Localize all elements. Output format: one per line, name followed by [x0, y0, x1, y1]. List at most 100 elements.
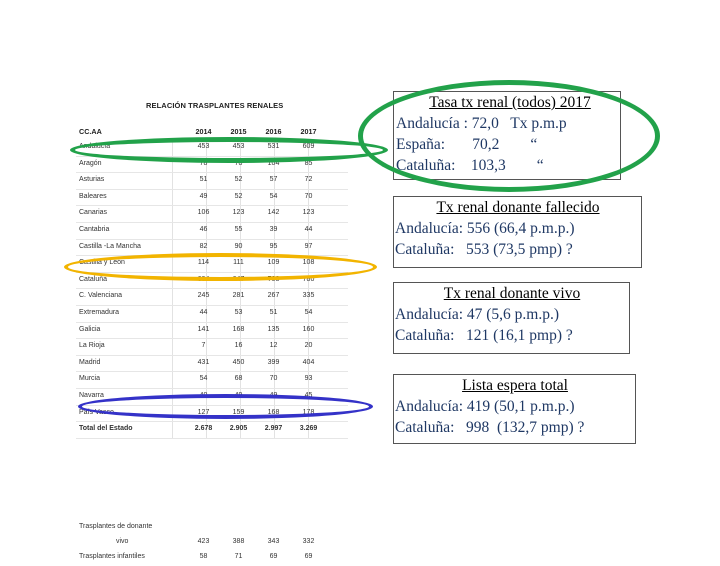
table-cell: 281	[232, 292, 245, 300]
column-divider	[240, 206, 241, 222]
column-divider	[308, 189, 309, 206]
footer-row: Trasplantes de donante	[76, 521, 348, 536]
column-divider	[172, 355, 173, 372]
footer-cell: 332	[302, 538, 315, 545]
table-cell: 52	[234, 192, 243, 200]
column-divider	[240, 222, 241, 239]
column-divider	[274, 422, 275, 438]
table-cell: 12	[269, 342, 278, 350]
blue-highlight-ellipse-total	[78, 394, 373, 419]
table-cell: 431	[197, 358, 210, 366]
column-divider	[206, 239, 207, 256]
footer-cell: 423	[197, 538, 210, 545]
table-cell: 16	[234, 342, 243, 350]
table-row: Canarias 106 123 142 123	[76, 206, 348, 223]
table-cell: 82	[199, 242, 208, 250]
column-divider	[172, 305, 173, 322]
table-cell: 70	[269, 375, 278, 383]
table-row: Aragón 78 78 104 85	[76, 156, 348, 174]
table-cell: 85	[304, 159, 313, 167]
info-box-lista-espera: Lista espera total Andalucía: 419 (50,1 …	[393, 374, 636, 444]
footer-cell: 71	[234, 553, 243, 560]
column-divider	[240, 239, 241, 256]
column-divider	[308, 156, 309, 173]
table-cell: 142	[267, 209, 280, 217]
info-box-line: Andalucía: 47 (5,6 p.m.p.)	[395, 306, 560, 323]
table-cell: 245	[197, 292, 210, 300]
region-name: Cantabria	[79, 225, 110, 233]
table-cell: 168	[232, 325, 245, 333]
column-divider	[274, 272, 275, 289]
column-divider	[240, 422, 241, 438]
table-row: Galicia 141 168 135 160	[76, 322, 348, 340]
footer-label: vivo	[116, 538, 129, 545]
table-cell: 106	[197, 209, 210, 217]
table-cell: 39	[269, 225, 278, 233]
footer-cell: 69	[269, 553, 278, 560]
region-name: Galicia	[79, 325, 101, 333]
column-divider	[240, 339, 241, 355]
column-divider	[240, 189, 241, 206]
table-cell: 55	[234, 225, 243, 233]
column-divider	[206, 173, 207, 189]
footer-label: Trasplantes infantiles	[79, 553, 145, 560]
table-cell: 335	[302, 292, 315, 300]
table-cell: 450	[232, 358, 245, 366]
info-box-line: Andalucía: 556 (66,4 p.m.p.)	[395, 220, 575, 237]
column-header-2015: 2015	[230, 127, 247, 136]
table-cell: 68	[234, 375, 243, 383]
info-box-heading: Lista espera total	[462, 377, 568, 394]
column-divider	[172, 289, 173, 305]
column-divider	[172, 322, 173, 339]
column-divider	[206, 422, 207, 438]
table-cell: 72	[304, 176, 313, 184]
info-box-line: Cataluña: 121 (16,1 pmp) ?	[395, 327, 573, 344]
column-divider	[240, 355, 241, 372]
column-divider	[274, 339, 275, 355]
table-cell: 267	[267, 292, 280, 300]
info-box-line: Andalucía: 419 (50,1 p.m.p.)	[395, 398, 575, 415]
table-cell: 52	[234, 176, 243, 184]
column-divider	[172, 222, 173, 239]
column-divider	[206, 289, 207, 305]
table-cell: 44	[199, 308, 208, 316]
table-cell: 49	[199, 192, 208, 200]
column-divider	[308, 289, 309, 305]
column-divider	[172, 173, 173, 189]
column-divider	[274, 222, 275, 239]
column-header-region: CC.AA	[79, 127, 102, 136]
region-name: Cataluña	[79, 275, 108, 283]
table-cell: 399	[267, 358, 280, 366]
column-divider	[206, 372, 207, 388]
column-divider	[308, 305, 309, 322]
footer-label: Trasplantes de donante	[79, 523, 153, 530]
table-footer: Trasplantes de donante vivo 423 388 343 332 Tr…	[76, 521, 348, 566]
info-box-heading: Tx renal donante fallecido	[436, 199, 600, 216]
column-divider	[240, 156, 241, 173]
region-name: Murcia	[79, 375, 101, 383]
column-divider	[240, 289, 241, 305]
table-cell: 123	[302, 209, 315, 217]
column-divider	[274, 206, 275, 222]
green-highlight-ellipse-box	[358, 80, 660, 192]
column-divider	[172, 272, 173, 289]
column-divider	[274, 322, 275, 339]
column-divider	[308, 206, 309, 222]
column-divider	[206, 156, 207, 173]
table-cell: 90	[234, 242, 243, 250]
column-header-2014: 2014	[195, 127, 212, 136]
column-divider	[206, 189, 207, 206]
table-cell: 51	[269, 308, 278, 316]
table-cell: 51	[199, 176, 208, 184]
yellow-highlight-ellipse-cataluna	[64, 253, 377, 281]
region-name: Canarias	[79, 209, 108, 217]
footer-cell: 343	[267, 538, 280, 545]
column-divider	[172, 422, 173, 438]
column-header-2016: 2016	[265, 127, 282, 136]
info-box-donante-vivo: Tx renal donante vivo Andalucía: 47 (5,6…	[393, 282, 630, 354]
table-row: Murcia 54 68 70 93	[76, 372, 348, 389]
region-name: Aragón	[79, 159, 102, 167]
table-row: Baleares 49 52 54 70	[76, 189, 348, 207]
table-row: C. Valenciana 245 281 267 335	[76, 289, 348, 306]
table-cell: 78	[234, 159, 243, 167]
